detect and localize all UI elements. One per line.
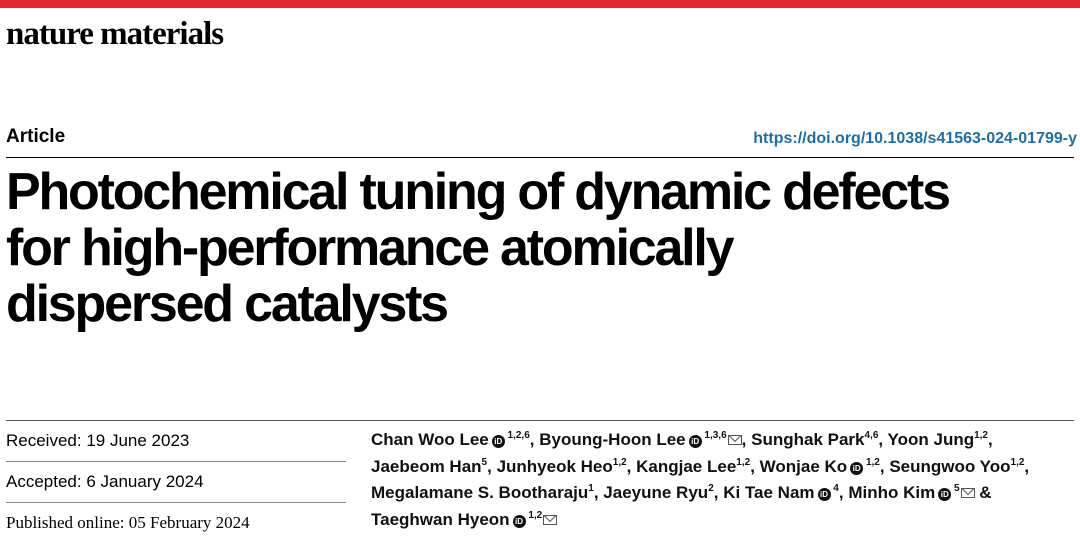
affiliation-marker: 4 bbox=[830, 483, 839, 494]
email-envelope-icon[interactable] bbox=[543, 514, 558, 525]
affiliation-marker: 1,2,6 bbox=[504, 430, 530, 441]
author-separator: , bbox=[593, 483, 604, 502]
affiliation-marker: 1,2 bbox=[863, 456, 880, 468]
orcid-icon[interactable]: iD bbox=[938, 488, 952, 501]
author-entry: Byoung-Hoon Lee iD 1,3,6 bbox=[539, 430, 742, 449]
author-name[interactable]: Megalamane S. Bootharaju bbox=[371, 483, 589, 502]
affiliation-marker: 5 bbox=[951, 483, 960, 494]
affiliation-marker: 1,2 bbox=[1010, 456, 1025, 468]
title-line: Photochemical tuning of dynamic defects bbox=[6, 163, 951, 221]
journal-name: nature materials bbox=[6, 16, 224, 52]
email-envelope-icon[interactable] bbox=[727, 435, 742, 445]
author-separator: , bbox=[879, 456, 890, 476]
author-separator: , bbox=[529, 430, 540, 449]
affiliation-marker: 1,2 bbox=[525, 509, 543, 521]
author-name[interactable]: Chan Woo Lee bbox=[371, 430, 489, 449]
affiliation-marker: 5 bbox=[481, 456, 488, 468]
author-separator: , bbox=[487, 456, 497, 476]
accepted-date: Accepted: 6 January 2024 bbox=[6, 462, 346, 503]
affiliation-marker: 1,2 bbox=[612, 456, 627, 468]
author-entry: Wonjae Ko iD 1,2 bbox=[760, 457, 880, 476]
author-entry: Junhyeok Heo1,2 bbox=[497, 457, 627, 476]
header-divider bbox=[6, 157, 1074, 158]
author-name[interactable]: Sunghak Park bbox=[751, 430, 865, 449]
author-separator: & bbox=[974, 483, 992, 502]
metadata-divider bbox=[6, 420, 1074, 421]
affiliation-marker: 2 bbox=[708, 483, 714, 494]
affiliation-marker: 1,3,6 bbox=[701, 430, 727, 441]
author-separator: , bbox=[838, 483, 849, 502]
affiliation-marker: 1,2 bbox=[974, 430, 988, 441]
affiliation-marker: 4,6 bbox=[864, 430, 879, 441]
author-entry: Megalamane S. Bootharaju1 bbox=[371, 483, 594, 502]
title-line: dispersed catalysts bbox=[6, 275, 449, 333]
orcid-icon[interactable]: iD bbox=[512, 514, 526, 528]
author-separator: , bbox=[1024, 456, 1030, 476]
affiliation-marker: 1,2 bbox=[736, 456, 751, 468]
author-entry: Seungwoo Yoo1,2 bbox=[889, 457, 1024, 476]
doi-link[interactable]: https://doi.org/10.1038/s41563-024-01799… bbox=[753, 130, 1077, 147]
author-name[interactable]: Junhyeok Heo bbox=[496, 456, 613, 476]
email-envelope-icon[interactable] bbox=[960, 488, 975, 498]
orcid-icon[interactable]: iD bbox=[850, 461, 864, 475]
author-name[interactable]: Kangjae Lee bbox=[636, 456, 737, 476]
affiliation-marker: 1 bbox=[588, 483, 594, 494]
author-entry: Jaebeom Han5 bbox=[371, 457, 487, 476]
publication-dates: Received: 19 June 2023 Accepted: 6 Janua… bbox=[6, 421, 346, 543]
author-entry: Yoon Jung1,2 bbox=[888, 430, 988, 449]
author-separator: , bbox=[626, 456, 637, 476]
author-separator: , bbox=[988, 430, 993, 449]
orcid-icon[interactable]: iD bbox=[491, 435, 505, 448]
journal-accent-bar bbox=[0, 0, 1080, 8]
author-name[interactable]: Byoung-Hoon Lee bbox=[539, 430, 686, 449]
author-separator: , bbox=[713, 483, 724, 502]
author-entry: Jaeyune Ryu2 bbox=[603, 483, 713, 502]
author-name[interactable]: Minho Kim bbox=[848, 483, 936, 502]
author-name[interactable]: Yoon Jung bbox=[887, 430, 975, 449]
author-name[interactable]: Seungwoo Yoo bbox=[889, 456, 1011, 476]
author-entry: Minho Kim iD 5 bbox=[848, 483, 975, 502]
author-separator: , bbox=[878, 430, 888, 449]
author-name[interactable]: Jaebeom Han bbox=[371, 456, 482, 476]
orcid-icon[interactable]: iD bbox=[817, 488, 831, 501]
author-name[interactable]: Taeghwan Hyeon bbox=[371, 509, 510, 529]
author-name[interactable]: Wonjae Ko bbox=[759, 456, 848, 476]
article-type: Article bbox=[6, 126, 66, 147]
author-separator: , bbox=[741, 430, 752, 449]
published-date: Published online: 05 February 2024 bbox=[6, 513, 250, 532]
author-entry: Ki Tae Nam iD 4 bbox=[723, 483, 839, 502]
title-line: for high-performance atomically bbox=[6, 219, 735, 277]
author-entry: Sunghak Park4,6 bbox=[751, 430, 878, 449]
author-separator: , bbox=[750, 456, 760, 476]
author-entry: Taeghwan Hyeon iD 1,2 bbox=[371, 509, 558, 529]
article-title: Photochemical tuning of dynamic defects … bbox=[6, 164, 1066, 332]
author-entry: Kangjae Lee1,2 bbox=[636, 457, 750, 476]
received-date: Received: 19 June 2023 bbox=[6, 421, 346, 462]
orcid-icon[interactable]: iD bbox=[688, 435, 702, 448]
author-name[interactable]: Jaeyune Ryu bbox=[603, 483, 709, 502]
author-name[interactable]: Ki Tae Nam bbox=[723, 483, 815, 502]
author-list: Chan Woo Lee iD 1,2,6, Byoung-Hoon Lee iD … bbox=[371, 427, 1071, 533]
author-entry: Chan Woo Lee iD 1,2,6 bbox=[371, 430, 530, 449]
